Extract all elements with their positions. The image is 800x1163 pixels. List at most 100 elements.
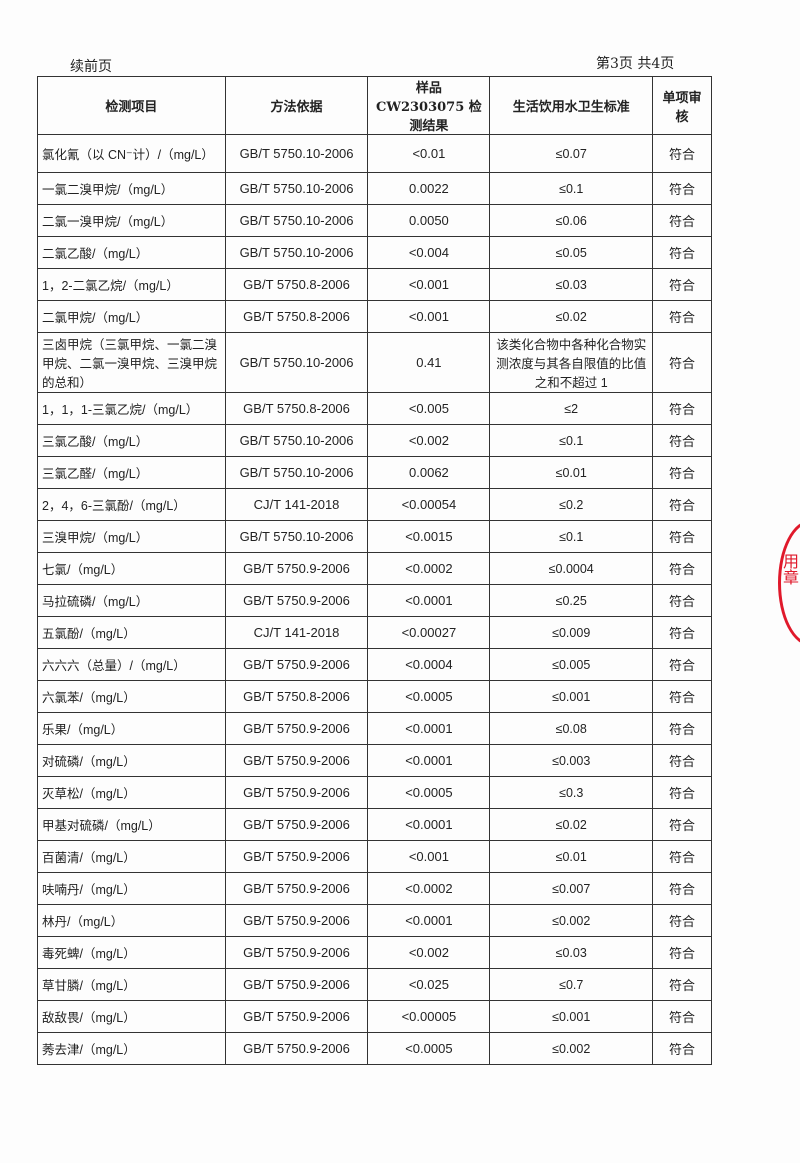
table-row: 马拉硫磷/（mg/L） GB/T 5750.9-2006 <0.0001 ≤0.25 符…: [37, 584, 712, 617]
standard-cell: ≤0.7: [489, 968, 654, 1001]
review-cell: 符合: [652, 520, 712, 553]
page-number: 第3页 共4页: [596, 56, 675, 72]
standard-cell: ≤0.06: [489, 204, 654, 237]
review-cell: 符合: [652, 872, 712, 905]
method-cell: GB/T 5750.9-2006: [224, 872, 369, 905]
method-cell: CJ/T 141-2018: [224, 488, 369, 521]
col-standard: 生活饮用水卫生标准: [489, 76, 654, 135]
test-results-table: 检测项目 方法依据 样品 CW2303075 检测结果 生活饮用水卫生标准 单项…: [37, 76, 712, 1065]
review-cell: 符合: [652, 808, 712, 841]
review-cell: 符合: [652, 584, 712, 617]
method-cell: GB/T 5750.9-2006: [224, 808, 369, 841]
table-row: 呋喃丹/（mg/L） GB/T 5750.9-2006 <0.0002 ≤0.007 符…: [37, 872, 712, 905]
result-cell: <0.025: [367, 968, 491, 1001]
method-cell: GB/T 5750.9-2006: [224, 1032, 369, 1065]
method-cell: GB/T 5750.8-2006: [224, 680, 369, 713]
method-cell: GB/T 5750.9-2006: [224, 904, 369, 937]
table-row: 草甘膦/（mg/L） GB/T 5750.9-2006 <0.025 ≤0.7 符合: [37, 968, 712, 1001]
standard-cell: ≤0.002: [489, 904, 654, 937]
standard-cell: ≤0.02: [489, 300, 654, 333]
standard-cell: ≤0.0004: [489, 552, 654, 585]
table-row: 对硫磷/（mg/L） GB/T 5750.9-2006 <0.0001 ≤0.003 符…: [37, 744, 712, 777]
method-cell: GB/T 5750.9-2006: [224, 936, 369, 969]
col-item: 检测项目: [37, 76, 226, 135]
standard-cell: ≤0.002: [489, 1032, 654, 1065]
result-cell: <0.0002: [367, 872, 491, 905]
table-row: 六六六（总量）/（mg/L） GB/T 5750.9-2006 <0.0004 ≤0.…: [37, 648, 712, 681]
method-cell: GB/T 5750.9-2006: [224, 552, 369, 585]
result-cell: <0.0001: [367, 904, 491, 937]
result-cell: <0.0001: [367, 808, 491, 841]
table-header: 检测项目 方法依据 样品 CW2303075 检测结果 生活饮用水卫生标准 单项…: [37, 76, 712, 135]
table-row: 1，2-二氯乙烷/（mg/L） GB/T 5750.8-2006 <0.001 ≤0.…: [37, 268, 712, 301]
method-cell: GB/T 5750.10-2006: [224, 204, 369, 237]
result-cell: <0.0005: [367, 776, 491, 809]
review-cell: 符合: [652, 392, 712, 425]
result-cell: <0.01: [367, 134, 491, 173]
table-row: 六氯苯/（mg/L） GB/T 5750.8-2006 <0.0005 ≤0.001 符…: [37, 680, 712, 713]
result-cell: <0.005: [367, 392, 491, 425]
result-cell: <0.0015: [367, 520, 491, 553]
item-cell: 灭草松/（mg/L）: [37, 776, 226, 809]
method-cell: GB/T 5750.8-2006: [224, 268, 369, 301]
result-cell: <0.0001: [367, 584, 491, 617]
method-cell: GB/T 5750.10-2006: [224, 236, 369, 269]
standard-cell: 该类化合物中各种化合物实测浓度与其各自限值的比值之和不超过 1: [489, 332, 654, 393]
item-cell: 三氯乙酸/（mg/L）: [37, 424, 226, 457]
result-cell: <0.00054: [367, 488, 491, 521]
standard-cell: ≤0.01: [489, 840, 654, 873]
result-cell: 0.0062: [367, 456, 491, 489]
review-cell: 符合: [652, 744, 712, 777]
result-cell: <0.00027: [367, 616, 491, 649]
method-cell: GB/T 5750.9-2006: [224, 744, 369, 777]
table-row: 氯化氰（以 CN⁻计）/（mg/L） GB/T 5750.10-2006 <0.01…: [37, 134, 712, 173]
result-cell: <0.0001: [367, 744, 491, 777]
result-cell: <0.0005: [367, 1032, 491, 1065]
standard-cell: ≤0.3: [489, 776, 654, 809]
standard-cell: ≤0.003: [489, 744, 654, 777]
table-row: 二氯乙酸/（mg/L） GB/T 5750.10-2006 <0.004 ≤0.05 符…: [37, 236, 712, 269]
item-cell: 1，1，1-三氯乙烷/（mg/L）: [37, 392, 226, 425]
item-cell: 林丹/（mg/L）: [37, 904, 226, 937]
item-cell: 2，4，6-三氯酚/（mg/L）: [37, 488, 226, 521]
standard-cell: ≤0.1: [489, 520, 654, 553]
table-row: 乐果/（mg/L） GB/T 5750.9-2006 <0.0001 ≤0.08 符合: [37, 712, 712, 745]
standard-cell: ≤0.001: [489, 680, 654, 713]
standard-cell: ≤0.2: [489, 488, 654, 521]
review-cell: 符合: [652, 616, 712, 649]
item-cell: 七氯/（mg/L）: [37, 552, 226, 585]
item-cell: 六六六（总量）/（mg/L）: [37, 648, 226, 681]
method-cell: GB/T 5750.10-2006: [224, 172, 369, 205]
review-cell: 符合: [652, 648, 712, 681]
col-review: 单项审核: [652, 76, 712, 135]
result-cell: <0.0002: [367, 552, 491, 585]
item-cell: 一氯二溴甲烷/（mg/L）: [37, 172, 226, 205]
item-cell: 二氯一溴甲烷/（mg/L）: [37, 204, 226, 237]
review-cell: 符合: [652, 904, 712, 937]
review-cell: 符合: [652, 172, 712, 205]
result-cell: <0.002: [367, 424, 491, 457]
review-cell: 符合: [652, 134, 712, 173]
item-cell: 三氯乙醛/（mg/L）: [37, 456, 226, 489]
method-cell: GB/T 5750.9-2006: [224, 1000, 369, 1033]
method-cell: GB/T 5750.9-2006: [224, 648, 369, 681]
review-cell: 符合: [652, 840, 712, 873]
standard-cell: ≤0.1: [489, 424, 654, 457]
method-cell: GB/T 5750.8-2006: [224, 392, 369, 425]
item-cell: 三溴甲烷/（mg/L）: [37, 520, 226, 553]
item-cell: 乐果/（mg/L）: [37, 712, 226, 745]
method-cell: GB/T 5750.10-2006: [224, 332, 369, 393]
review-cell: 符合: [652, 552, 712, 585]
standard-cell: ≤2: [489, 392, 654, 425]
item-cell: 百菌清/（mg/L）: [37, 840, 226, 873]
standard-cell: ≤0.005: [489, 648, 654, 681]
standard-cell: ≤0.007: [489, 872, 654, 905]
standard-cell: ≤0.05: [489, 236, 654, 269]
review-cell: 符合: [652, 204, 712, 237]
standard-cell: ≤0.08: [489, 712, 654, 745]
table-row: 灭草松/（mg/L） GB/T 5750.9-2006 <0.0005 ≤0.3 符合: [37, 776, 712, 809]
col-method: 方法依据: [224, 76, 369, 135]
standard-cell: ≤0.1: [489, 172, 654, 205]
standard-cell: ≤0.001: [489, 1000, 654, 1033]
standard-cell: ≤0.02: [489, 808, 654, 841]
